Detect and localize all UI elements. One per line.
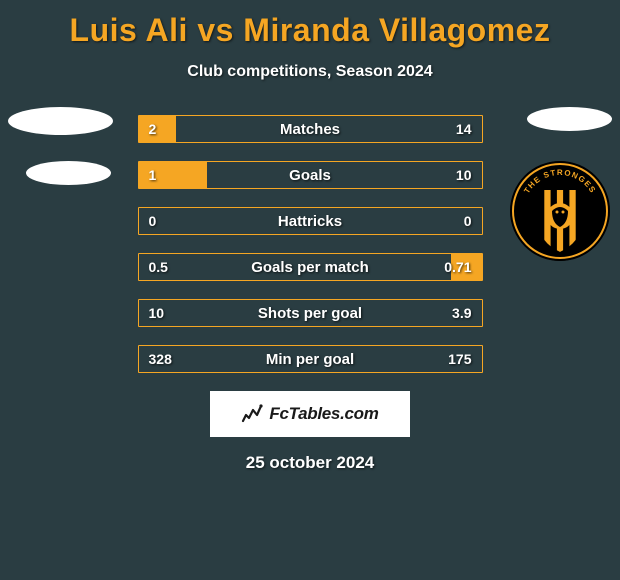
- fctables-logo-icon: [241, 403, 263, 425]
- stat-row: 0Hattricks0: [138, 207, 483, 235]
- stat-label: Shots per goal: [139, 305, 482, 322]
- page-title: Luis Ali vs Miranda Villagomez: [0, 0, 620, 49]
- stat-label: Goals: [139, 167, 482, 184]
- stat-row: 1Goals10: [138, 161, 483, 189]
- stat-value-right: 0.71: [444, 259, 471, 275]
- date-label: 25 october 2024: [0, 453, 620, 473]
- footer-brand-badge: FcTables.com: [210, 391, 410, 437]
- stat-label: Min per goal: [139, 351, 482, 368]
- the-strongest-logo-icon: THE STRONGES: [510, 161, 610, 261]
- left-badge-1: [8, 107, 113, 135]
- footer-brand-text: FcTables.com: [269, 404, 378, 424]
- stat-bars: 2Matches14 1Goals10 0Hattricks0 0.5Goals pe…: [138, 115, 483, 373]
- right-club-logo: THE STRONGES: [510, 161, 610, 261]
- stat-value-right: 14: [456, 121, 472, 137]
- stat-label: Hattricks: [139, 213, 482, 230]
- stat-label: Matches: [139, 121, 482, 138]
- stat-value-right: 10: [456, 167, 472, 183]
- stat-row: 10Shots per goal3.9: [138, 299, 483, 327]
- left-player-badges: [8, 107, 113, 211]
- stat-value-right: 3.9: [452, 305, 471, 321]
- stat-label: Goals per match: [139, 259, 482, 276]
- stat-value-right: 175: [448, 351, 471, 367]
- stat-row: 2Matches14: [138, 115, 483, 143]
- comparison-chart: THE STRONGES 2Matches14 1Goals10 0Hattrick…: [0, 115, 620, 373]
- right-badge-1: [527, 107, 612, 131]
- left-badge-2: [26, 161, 111, 185]
- stat-row: 0.5Goals per match0.71: [138, 253, 483, 281]
- stat-value-right: 0: [464, 213, 472, 229]
- stat-row: 328Min per goal175: [138, 345, 483, 373]
- subtitle: Club competitions, Season 2024: [0, 63, 620, 81]
- right-player-badges: [527, 107, 612, 157]
